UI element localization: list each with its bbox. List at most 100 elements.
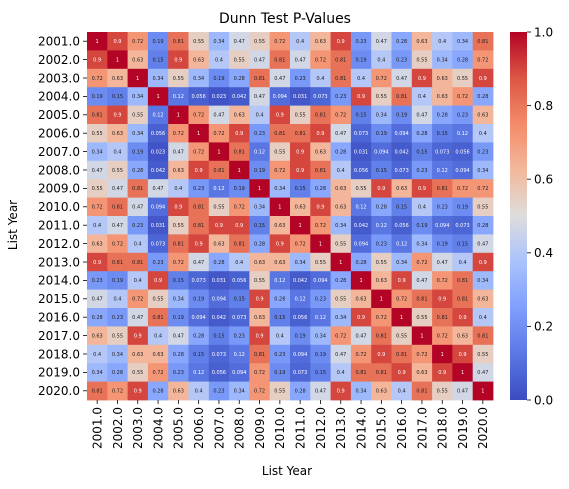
heatmap-cell: [411, 271, 433, 290]
cell-value-label: 0.81: [315, 168, 326, 174]
cell-value-label: 0.47: [112, 186, 123, 192]
heatmap-cell: [290, 160, 311, 180]
cell-value-label: 0.47: [92, 168, 103, 174]
heatmap-cell: [371, 105, 392, 125]
heatmap-cell: [310, 32, 331, 51]
cell-value-label: 0.63: [416, 370, 427, 376]
heatmap-cell: [432, 105, 453, 125]
heatmap-cell: [290, 289, 311, 309]
cell-value-label: 0.9: [93, 260, 101, 266]
heatmap-cell: [310, 344, 331, 364]
cell-value-label: 0.9: [235, 223, 243, 229]
cell-value-label: 0.9: [418, 76, 426, 82]
heatmap-cell: [472, 160, 494, 180]
cell-value-label: 1: [278, 205, 281, 211]
heatmap-cell: [411, 32, 433, 51]
cell-value-label: 0.073: [151, 241, 165, 247]
cell-value-label: 0.19: [234, 186, 245, 192]
heatmap-cell: [350, 326, 372, 346]
heatmap-cell: [127, 68, 149, 88]
heatmap-cell: [249, 87, 271, 106]
heatmap-cell: [330, 216, 352, 235]
heatmap-cell: [208, 179, 230, 198]
heatmap-cell: [350, 363, 372, 382]
cell-value-label: 0.23: [193, 186, 204, 192]
heatmap-cell: [290, 271, 311, 290]
heatmap-cell: [168, 289, 189, 309]
cell-value-label: 0.19: [92, 94, 103, 100]
heatmap-cell: [269, 68, 291, 88]
x-tick-label: 2013.0: [334, 407, 348, 449]
heatmap-cell: [188, 234, 210, 254]
heatmap-cell: [107, 179, 128, 198]
cell-value-label: 0.15: [396, 205, 407, 211]
heatmap-cell: [350, 105, 372, 125]
heatmap-cell: [127, 308, 149, 327]
heatmap-cell: [229, 326, 250, 346]
cell-value-label: 0.9: [438, 297, 446, 303]
cell-value-label: 0.47: [437, 260, 448, 266]
heatmap-cell: [371, 160, 392, 180]
heatmap-cell: [208, 197, 230, 217]
heatmap-cell: [411, 234, 433, 254]
heatmap-cell: [87, 344, 108, 364]
cell-value-label: 0.72: [132, 39, 143, 45]
cell-value-label: 0.55: [274, 149, 285, 155]
heatmap-cell: [452, 197, 474, 217]
cell-value-label: 0.9: [337, 39, 345, 45]
heatmap-cell: [330, 381, 352, 401]
cell-value-label: 0.9: [479, 260, 487, 266]
cell-value-label: 0.47: [416, 278, 427, 284]
cell-value-label: 0.4: [418, 205, 426, 211]
cell-value-label: 1: [197, 131, 200, 137]
cell-value-label: 0.81: [173, 241, 184, 247]
x-tick-label: 2010.0: [273, 407, 287, 449]
heatmap-cell: [432, 344, 453, 364]
heatmap-cell: [147, 289, 169, 309]
heatmap-cell: [290, 179, 311, 198]
heatmap-cell: [107, 308, 128, 327]
heatmap-cell: [290, 234, 311, 254]
colorbar-gradient: [510, 32, 527, 400]
heatmap-cell: [432, 381, 453, 401]
cell-value-label: 0.19: [152, 39, 163, 45]
cell-value-label: 0.28: [295, 389, 306, 395]
cell-value-label: 0.55: [335, 297, 346, 303]
cell-value-label: 1: [420, 333, 423, 339]
cell-value-label: 0.9: [316, 131, 324, 137]
x-tick-label: 2005.0: [172, 407, 186, 449]
cell-value-label: 0.63: [213, 241, 224, 247]
cell-value-label: 0.28: [152, 389, 163, 395]
cell-value-label: 0.34: [234, 389, 245, 395]
cell-value-label: 0.023: [212, 94, 226, 100]
heatmap-cell: [87, 87, 108, 106]
heatmap-cell: [188, 326, 210, 346]
cell-value-label: 0.9: [195, 241, 203, 247]
cell-value-label: 0.15: [295, 186, 306, 192]
y-tick-label: 2005.0: [38, 108, 80, 122]
cell-value-label: 0.47: [152, 186, 163, 192]
heatmap-cell: [330, 197, 352, 217]
heatmap-cell: [330, 308, 352, 327]
heatmap-cell: [472, 68, 494, 88]
cell-value-label: 0.28: [396, 39, 407, 45]
cell-value-label: 0.19: [173, 315, 184, 321]
y-tick-label: 2015.0: [38, 292, 80, 306]
cell-value-label: 0.28: [416, 131, 427, 137]
cell-value-label: 0.55: [376, 94, 387, 100]
cell-value-label: 0.15: [152, 57, 163, 63]
heatmap-cell: [432, 68, 453, 88]
cell-value-label: 0.056: [354, 168, 368, 174]
heatmap-cell: [330, 124, 352, 143]
heatmap-cell: [147, 142, 169, 162]
colorbar-tick-label: 0.2: [534, 320, 553, 334]
cell-value-label: 0.9: [134, 333, 142, 339]
heatmap-cell: [432, 363, 453, 382]
heatmap-cell: [391, 124, 413, 143]
cell-value-label: 0.34: [477, 168, 488, 174]
cell-value-label: 0.55: [295, 113, 306, 119]
cell-value-label: 0.55: [213, 205, 224, 211]
y-axis-ticks: 2001.0 2002.0 2003.0 2004.0 2005.0 2006.0 2007…: [38, 35, 87, 398]
cell-value-label: 0.094: [394, 131, 408, 137]
cell-value-label: 0.073: [212, 352, 226, 358]
